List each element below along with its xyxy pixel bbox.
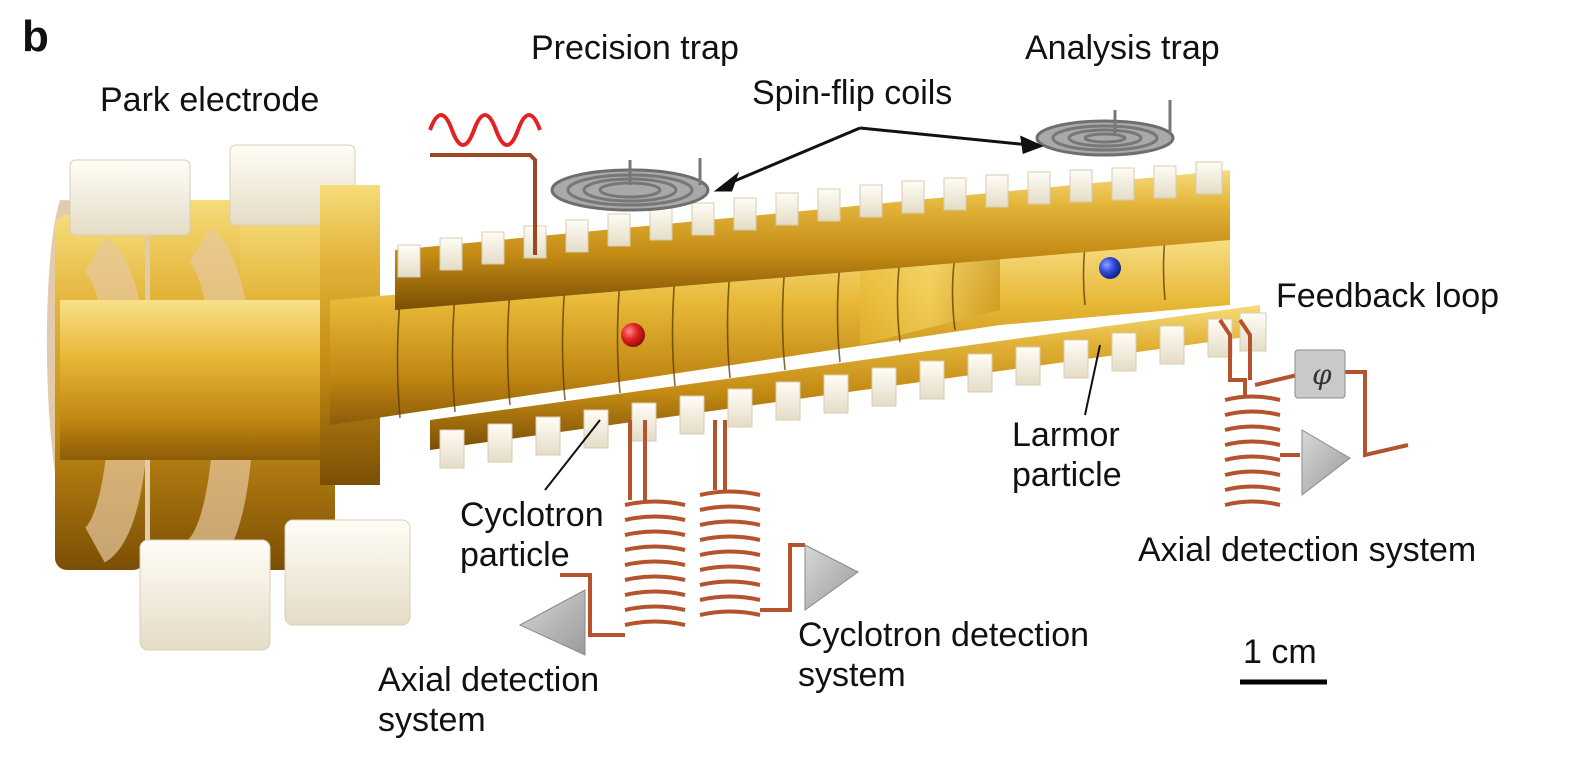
phase-shifter-box — [1294, 349, 1346, 399]
cyclotron-particle-dot — [621, 323, 645, 347]
spin-flip-coils-label: Spin-flip coils — [752, 74, 953, 112]
larmor-particle-label: Larmor particle — [1012, 416, 1122, 494]
lower-spacers — [439, 312, 1267, 469]
axial-amplifier-right — [1301, 429, 1351, 497]
phase-symbol: φ — [1312, 358, 1332, 391]
cyclotron-particle-label: Cyclotron particle — [460, 496, 604, 574]
axial-coil-left — [560, 420, 686, 637]
spin-flip-coil-right — [1035, 100, 1175, 157]
rf-wire — [430, 153, 537, 255]
spin-flip-coil-left — [550, 158, 710, 212]
park-electrode-label: Park electrode — [100, 81, 320, 119]
label-leaders — [544, 344, 1101, 491]
scale-bar-label: 1 cm — [1243, 633, 1317, 671]
precision-trap-label: Precision trap — [531, 29, 739, 67]
axial-detection-left-label: Axial detection system — [378, 661, 600, 739]
cyclotron-amplifier — [804, 544, 859, 611]
panel-letter: b — [22, 12, 49, 61]
analysis-trap-label: Analysis trap — [1025, 29, 1220, 67]
feedback-loop-label: Feedback loop — [1276, 277, 1500, 315]
cyclotron-coil — [699, 420, 805, 617]
axial-detection-right-label: Axial detection system — [1138, 531, 1477, 569]
rf-wave — [428, 113, 542, 147]
larmor-particle-dot — [1099, 257, 1121, 279]
cyclotron-detection-label: Cyclotron detection system — [798, 616, 1090, 694]
park-electrode-stack — [46, 144, 411, 651]
spin-flip-pointers — [713, 126, 1044, 192]
upper-spacers — [397, 161, 1223, 278]
axial-amplifier-left — [518, 589, 586, 656]
